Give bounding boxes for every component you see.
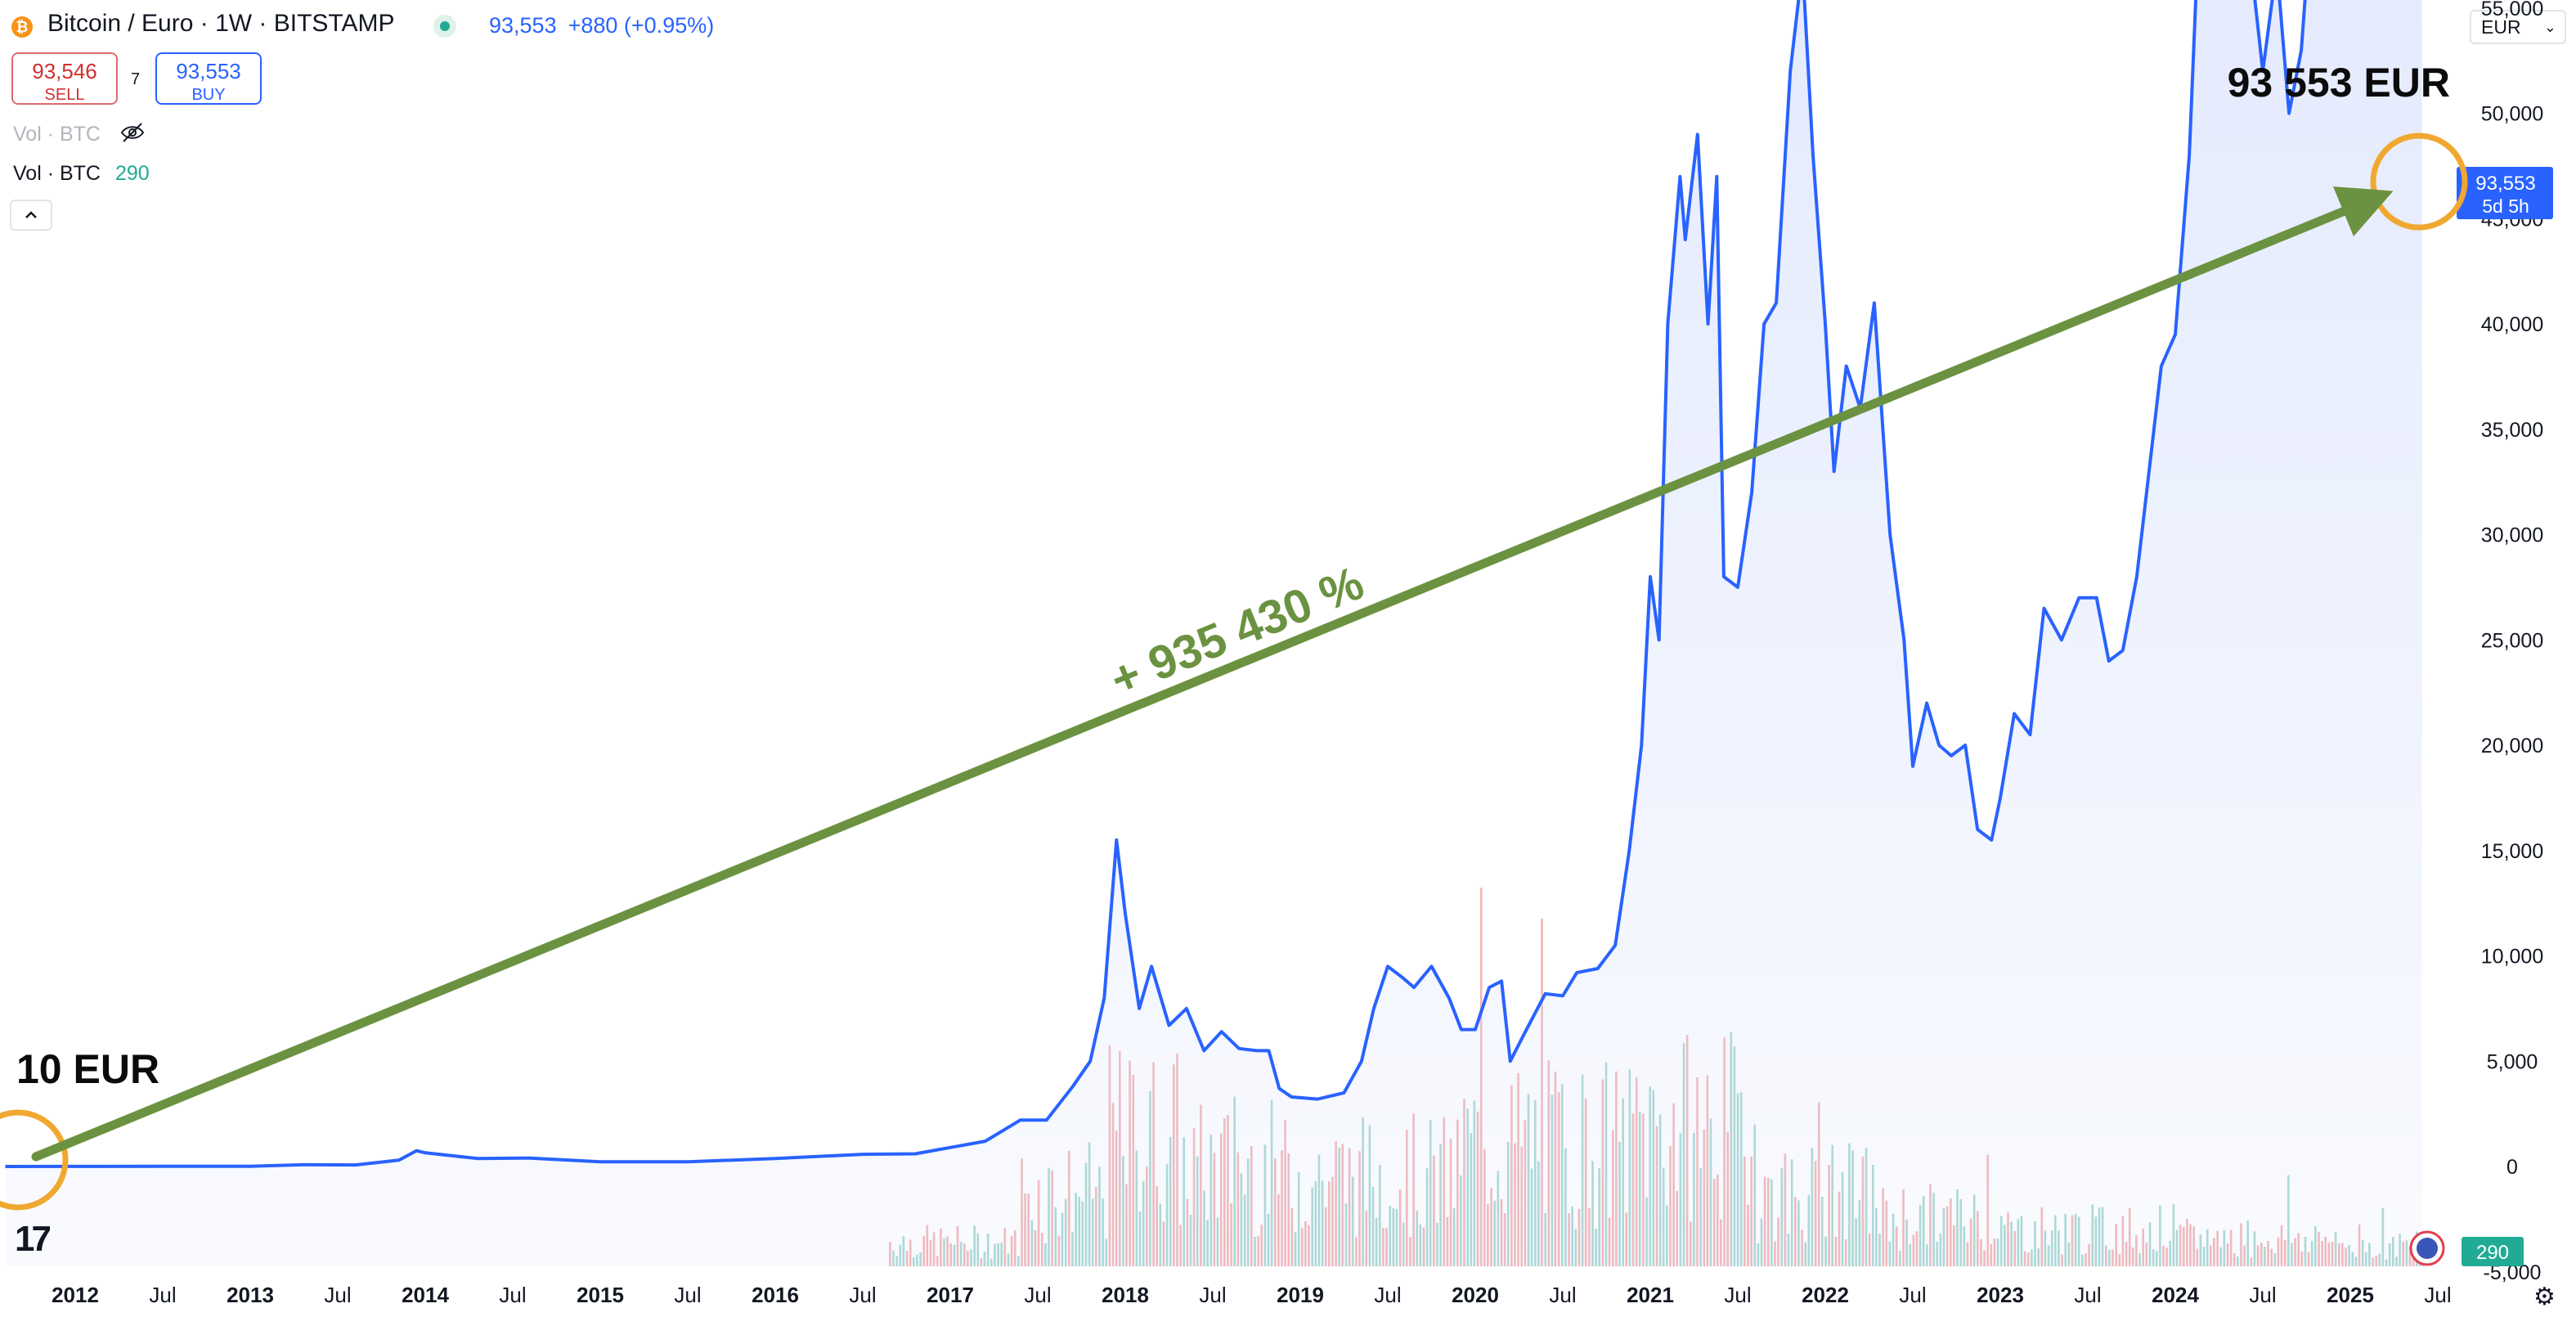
x-tick-label: 2019	[1277, 1283, 1324, 1307]
x-tick-label: Jul	[2074, 1283, 2101, 1307]
x-tick-label: 2015	[577, 1283, 624, 1307]
x-tick-label: 2021	[1627, 1283, 1674, 1307]
currency-select[interactable]: EUR ⌄	[2470, 10, 2566, 44]
x-tick-label: Jul	[2249, 1283, 2276, 1307]
x-tick-label: 2017	[927, 1283, 974, 1307]
buy-price: 93,553	[176, 59, 241, 83]
x-tick-label: Jul	[149, 1283, 176, 1307]
sell-label: SELL	[44, 86, 85, 104]
end-price-label: 93 553 EUR	[2228, 60, 2450, 106]
volume-tag-value: 290	[2476, 1242, 2509, 1264]
currency-select-value: EUR	[2481, 16, 2521, 38]
y-tick-label: 25,000	[2481, 629, 2543, 652]
y-tick-label: 55,000	[2481, 0, 2543, 20]
x-tick-label: Jul	[674, 1283, 701, 1307]
x-tick-label: Jul	[499, 1283, 526, 1307]
globe-icon-core	[2417, 1238, 2438, 1259]
volume-legend-hidden[interactable]: Vol · BTC	[13, 123, 101, 146]
y-tick-label: 10,000	[2481, 946, 2543, 969]
x-tick-label: 2020	[1452, 1283, 1499, 1307]
bitcoin-icon: ₿	[11, 16, 33, 38]
x-tick-label: 2022	[1802, 1283, 1849, 1307]
header-price-block: 93,553 +880 (+0.95%)	[489, 13, 725, 38]
y-tick-label: 30,000	[2481, 524, 2543, 547]
x-tick-label: 2018	[1102, 1283, 1149, 1307]
x-axis: 2012 Jul 2013 Jul 2014 Jul 2015 Jul 2016 Jul 2017 J…	[52, 1283, 2452, 1307]
header-change: +880 (+0.95%)	[568, 13, 715, 38]
y-tick-label: 5,000	[2487, 1050, 2538, 1073]
market-status-icon[interactable]	[433, 15, 456, 38]
current-price-tag-bg	[2457, 167, 2553, 219]
collapse-legend-button[interactable]	[10, 200, 52, 231]
x-tick-label: 2023	[1977, 1283, 2024, 1307]
x-tick-label: Jul	[324, 1283, 351, 1307]
start-highlight-circle	[0, 1109, 69, 1211]
y-tick-label: 40,000	[2481, 313, 2543, 336]
sell-button[interactable]: 93,546 SELL	[11, 52, 118, 105]
eye-off-icon[interactable]	[119, 121, 146, 144]
gain-percent-label: + 935 430 %	[1103, 556, 1371, 707]
x-tick-label: Jul	[849, 1283, 876, 1307]
start-price-label: 10 EUR	[16, 1046, 159, 1092]
x-tick-label: 2016	[752, 1283, 799, 1307]
x-tick-label: Jul	[1899, 1283, 1926, 1307]
x-tick-label: 2012	[52, 1283, 99, 1307]
volume-legend-value: 290	[114, 162, 150, 185]
x-tick-label: Jul	[1724, 1283, 1751, 1307]
volume-tag-bg	[2462, 1237, 2524, 1266]
spread-value: 7	[131, 70, 141, 88]
x-tick-label: 2013	[227, 1283, 274, 1307]
buy-label: BUY	[191, 86, 226, 104]
chevron-up-icon	[25, 211, 37, 218]
chevron-down-icon: ⌄	[2543, 19, 2556, 35]
current-price-tag-value: 93,553	[2475, 173, 2535, 195]
price-line	[5, 0, 2307, 1168]
y-tick-label: 35,000	[2481, 419, 2543, 442]
x-tick-label: Jul	[1549, 1283, 1576, 1307]
x-tick-label: Jul	[2424, 1283, 2451, 1307]
volume-legend-label: Vol · BTC	[13, 162, 101, 185]
symbol-title[interactable]: Bitcoin / Euro · 1W · BITSTAMP	[47, 10, 395, 37]
price-area	[5, 0, 2422, 1266]
x-tick-label: 2014	[402, 1283, 449, 1307]
y-tick-label: 15,000	[2481, 840, 2543, 863]
header-price: 93,553	[489, 13, 557, 38]
tradingview-logo-icon[interactable]: 17	[15, 1219, 52, 1259]
x-tick-label: 2024	[2152, 1283, 2199, 1307]
y-tick-label: 0	[2506, 1156, 2518, 1179]
end-highlight-circle	[2370, 133, 2468, 231]
y-tick-label: 20,000	[2481, 735, 2543, 757]
chart-header: ₿ Bitcoin / Euro · 1W · BITSTAMP 93,553 +…	[0, 0, 2576, 52]
sell-price: 93,546	[32, 59, 97, 83]
y-tick-label: 50,000	[2481, 103, 2543, 126]
x-tick-label: 2025	[2327, 1283, 2374, 1307]
x-tick-label: Jul	[1199, 1283, 1226, 1307]
volume-tag: 290	[2462, 1237, 2524, 1266]
current-price-tag-countdown: 5d 5h	[2482, 196, 2529, 217]
settings-icon[interactable]: ⚙	[2533, 1283, 2556, 1310]
volume-legend[interactable]: Vol · BTC 290	[13, 162, 150, 186]
x-tick-label: Jul	[1374, 1283, 1401, 1307]
growth-arrow	[31, 186, 2394, 1162]
buy-button[interactable]: 93,553 BUY	[155, 52, 262, 105]
x-tick-label: Jul	[1024, 1283, 1051, 1307]
